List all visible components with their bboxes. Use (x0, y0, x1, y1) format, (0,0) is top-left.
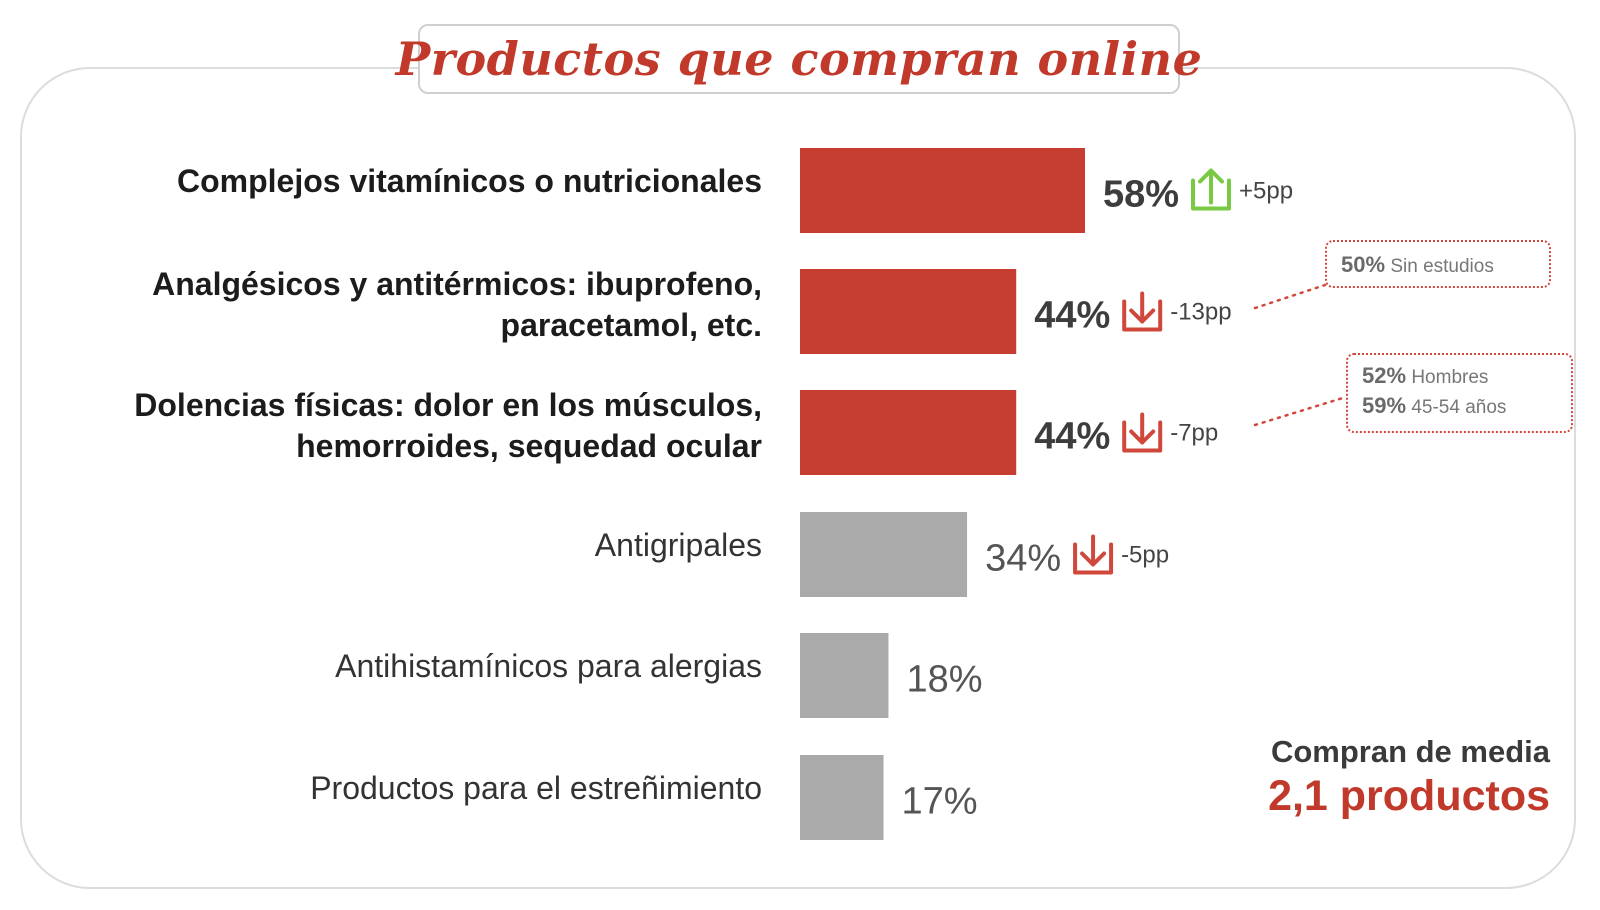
category-label-line: paracetamol, etc. (501, 307, 762, 343)
value-label: 18% (906, 659, 982, 701)
bar (800, 512, 968, 597)
chart-title: Productos que compran online (395, 32, 1203, 86)
arrow-shape (1198, 168, 1224, 205)
arrow-shape (1129, 291, 1156, 324)
category-label: Dolencias físicas: dolor en los músculos… (134, 387, 762, 464)
value-label: 17% (902, 781, 978, 823)
chart-frame (20, 67, 1576, 889)
callout-label: Hombres (1411, 367, 1489, 388)
category-label-line: hemorroides, sequedad ocular (296, 428, 762, 464)
arrow-shape (1129, 412, 1156, 445)
bar (800, 269, 1017, 354)
callout-value: 59% (1362, 392, 1407, 418)
arrow-down-icon (1122, 291, 1163, 332)
arrow-tray (1191, 178, 1231, 211)
category-label: Complejos vitamínicos o nutricionales (177, 163, 762, 199)
callout-analgesicos: 50% Sin estudios (1325, 240, 1551, 288)
category-label-line: Dolencias físicas: dolor en los músculos… (134, 387, 762, 423)
arrow-up-icon (1191, 168, 1231, 211)
category-label-line: Antigripales (595, 527, 762, 563)
callout-dolencias: 52% Hombres 59% 45-54 años (1346, 353, 1573, 433)
summary-value: 2,1 productos (1268, 772, 1550, 820)
callout-connector (1253, 395, 1348, 427)
arrow-down-icon (1122, 412, 1163, 453)
callout-connector (1253, 283, 1327, 310)
bar (800, 633, 889, 718)
value-label: 44% (1034, 416, 1110, 458)
change-label: -5pp (1121, 542, 1169, 569)
summary-label: Compran de media (1270, 734, 1550, 769)
change-label: +5pp (1239, 178, 1293, 205)
category-label-line: Antihistamínicos para alergias (335, 648, 762, 684)
arrow-shape (1080, 534, 1107, 567)
arrow-tray (1122, 299, 1163, 332)
category-label: Antigripales (595, 527, 762, 563)
callout-value: 50% (1341, 252, 1386, 277)
category-label-line: Productos para el estreñimiento (310, 770, 762, 806)
category-label-line: Analgésicos y antitérmicos: ibuprofeno, (152, 266, 762, 302)
change-label: -13pp (1170, 299, 1231, 326)
bar (800, 148, 1085, 233)
callout-label: 45-54 años (1411, 396, 1507, 418)
value-label: 58% (1103, 174, 1179, 216)
arrow-tray (1073, 542, 1114, 575)
summary-box: Compran de media 2,1 productos (1268, 734, 1550, 821)
value-label: 44% (1034, 295, 1110, 337)
title-box: Productos que compran online (396, 24, 1202, 94)
change-label: -7pp (1170, 420, 1218, 447)
category-label: Productos para el estreñimiento (310, 770, 762, 806)
bar (800, 755, 884, 840)
arrow-tray (1122, 420, 1163, 453)
value-label: 34% (985, 538, 1061, 580)
category-label: Analgésicos y antitérmicos: ibuprofeno, p… (152, 266, 762, 343)
callout-label: Sin estudios (1390, 256, 1494, 277)
bar (800, 390, 1017, 475)
category-label-line: Complejos vitamínicos o nutricionales (177, 163, 762, 199)
callout-value: 52% (1362, 363, 1407, 388)
category-label: Antihistamínicos para alergias (335, 648, 762, 684)
arrow-down-icon (1073, 534, 1114, 575)
